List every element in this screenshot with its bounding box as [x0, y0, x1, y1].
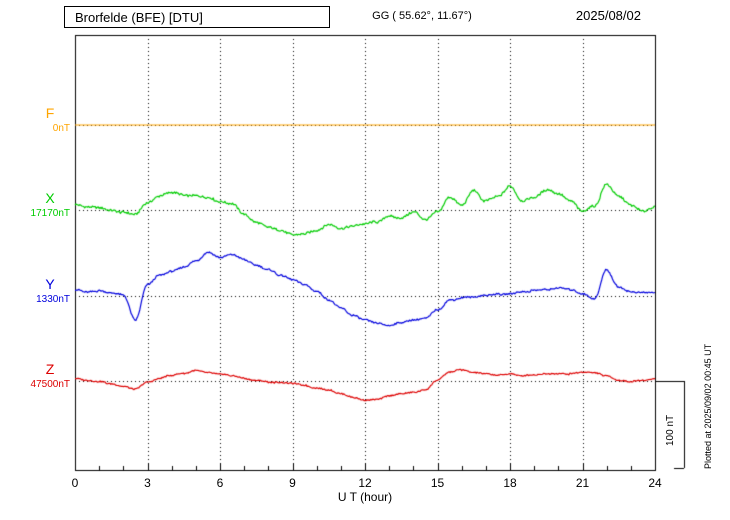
x-tick-label-0: 0: [71, 476, 79, 490]
x-tick-label-15: 15: [430, 476, 445, 490]
plotted-at-note: Plotted at 2025/09/02 00:45 UT: [703, 343, 713, 469]
series-label-F: F: [45, 105, 55, 121]
series-label-Y: Y: [45, 276, 55, 292]
series-baseline-Z: 47500nT: [30, 379, 70, 390]
station-title: Brorfelde (BFE) [DTU]: [75, 10, 203, 25]
x-tick-label-9: 9: [289, 476, 296, 490]
x-tick-label-12: 12: [358, 476, 372, 490]
observation-date: 2025/08/02: [575, 8, 641, 23]
x-tick-label-6: 6: [216, 476, 224, 490]
series-baseline-F: 0nT: [52, 123, 70, 134]
scale-bar-label: 100 nT: [665, 414, 676, 446]
x-tick-label-18: 18: [503, 476, 517, 490]
x-axis-label: U T (hour): [337, 490, 393, 504]
x-tick-label-21: 21: [575, 476, 590, 490]
x-tick-label-24: 24: [648, 476, 662, 490]
station-title-box: Brorfelde (BFE) [DTU]: [64, 6, 330, 28]
series-label-Z: Z: [45, 361, 55, 377]
series-baseline-X: 17170nT: [30, 208, 70, 219]
series-baseline-Y: 1330nT: [36, 294, 70, 305]
geographic-coords: GG ( 55.62°, 11.67°): [372, 10, 472, 22]
x-tick-label-3: 3: [144, 476, 151, 490]
series-label-X: X: [45, 190, 55, 206]
